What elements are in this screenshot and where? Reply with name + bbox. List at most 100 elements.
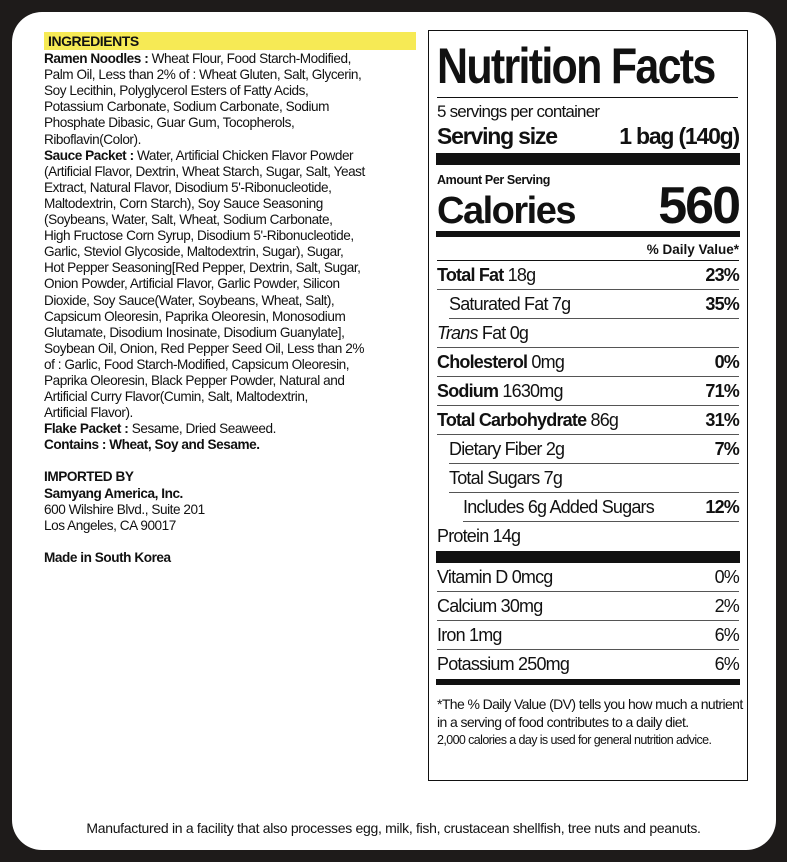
- nutrient-label: Dietary Fiber 2g: [449, 438, 565, 459]
- nutrient-amount: 0mg: [527, 351, 565, 372]
- ingredient-line: Glutamate, Disodium Inosinate, Disodium …: [44, 325, 416, 341]
- nutrition-facts-panel: Nutrition Facts 5 servings per container…: [428, 30, 748, 781]
- vitamin-row: Vitamin D 0mcg 0%: [437, 563, 740, 592]
- country-of-origin: Made in South Korea: [44, 549, 171, 565]
- ingredient-line-text: (Soybeans, Water, Salt, Wheat, Sodium Ca…: [44, 212, 333, 228]
- sauce-label: Sauce Packet :: [44, 147, 134, 163]
- nutrient-row: Saturated Fat 7g 35%: [449, 290, 740, 319]
- ingredient-line-text: Phosphate Dibasic, Guar Gum, Tocopherols…: [44, 115, 295, 131]
- vitamin-row: Potassium 250mg 6%: [437, 650, 740, 679]
- nutrient-daily-value: 35%: [705, 293, 739, 314]
- ingredient-line: Capsicum Oleoresin, Paprika Oleoresin, M…: [44, 309, 416, 325]
- address-line-2: Los Angeles, CA 90017: [44, 517, 176, 533]
- nutrient-daily-value: 31%: [705, 409, 739, 430]
- vitamin-daily-value: 0%: [714, 566, 740, 587]
- ingredient-line: Dioxide, Soy Sauce(Water, Soybeans, Whea…: [44, 293, 416, 309]
- ingredient-line: Artificial Curry Flavor(Cumin, Salt, Mal…: [44, 389, 416, 405]
- servings-per-container: 5 servings per container: [437, 102, 600, 121]
- ingredient-line: Phosphate Dibasic, Guar Gum, Tocopherols…: [44, 115, 416, 131]
- footnote-line: 2,000 calories a day is used for general…: [437, 733, 712, 747]
- ingredient-line-text: Paprika Oleoresin, Black Pepper Powder, …: [44, 372, 345, 388]
- vitamin-daily-value: 6%: [714, 624, 740, 645]
- sauce-packet-ingredients: Sauce Packet : Water, Artificial Chicken…: [44, 148, 416, 422]
- nutrient-amount: 14g: [488, 526, 521, 546]
- ingredient-line-text: Potassium Carbonate, Sodium Carbonate, S…: [44, 99, 330, 115]
- nutrient-label: Total Sugars 7g: [449, 467, 563, 488]
- divider-medium: [436, 679, 740, 685]
- ingredient-line-text: (Artificial Flavor, Dextrin, Wheat Starc…: [44, 163, 365, 179]
- vitamin-daily-value: 6%: [714, 654, 740, 674]
- nutrient-name: Trans Fat 0g: [437, 323, 529, 344]
- nutrient-row: Total Carbohydrate 86g 31%: [437, 406, 740, 435]
- nutrient-name: Saturated Fat 7g: [449, 293, 571, 315]
- vitamin-daily-value: 2%: [714, 595, 740, 616]
- ingredient-line: Ramen Noodles : Wheat Flour, Food Starch…: [44, 51, 416, 67]
- ramen-label: Ramen Noodles :: [44, 51, 149, 67]
- ingredient-line-text: Riboflavin(Color).: [44, 131, 141, 147]
- ingredient-line-text: Artificial Flavor).: [44, 405, 133, 421]
- ingredient-line-text: Soybean Oil, Onion, Red Pepper Seed Oil,…: [44, 340, 364, 356]
- ingredient-line: High Fructose Corn Syrup, Disodium 5'-Ri…: [44, 228, 416, 244]
- nutrient-label: Protein: [437, 526, 489, 546]
- nutrient-label: Total Carbohydrate: [437, 409, 587, 430]
- ingredient-line-text: Maltodextrin, Corn Starch), Soy Sauce Se…: [44, 195, 323, 211]
- nutrient-row: Trans Fat 0g: [437, 319, 739, 348]
- nutrient-daily-value: 23%: [705, 264, 739, 285]
- ingredient-line: Soy Lecithin, Polyglycerol Esters of Fat…: [44, 83, 416, 99]
- nutrition-facts-title: Nutrition Facts: [437, 35, 738, 98]
- vitamin-row: Iron 1mg 6%: [437, 621, 740, 650]
- calories-value: 560: [658, 177, 741, 235]
- calories-label: Calories: [437, 190, 576, 232]
- ingredient-line-text: High Fructose Corn Syrup, Disodium 5'-Ri…: [44, 228, 354, 244]
- nutrient-label: Saturated Fat 7g: [449, 293, 571, 314]
- calories-row: Calories 560: [437, 177, 741, 235]
- nutrient-label: Includes 6g Added Sugars: [463, 496, 655, 517]
- nutrient-label: Cholesterol: [437, 351, 528, 372]
- flake-label: Flake Packet :: [44, 421, 129, 437]
- nutrient-row: Total Fat 18g 23%: [437, 261, 740, 290]
- amount-per-serving: Amount Per Serving: [437, 173, 550, 187]
- ingredient-line: Garlic, Steviol Glycoside, Maltodextrin,…: [44, 244, 416, 260]
- ingredient-line: (Artificial Flavor, Dextrin, Wheat Starc…: [44, 164, 416, 180]
- ingredient-line-text: Wheat Flour, Food Starch-Modified,: [148, 51, 352, 67]
- nutrient-row: Dietary Fiber 2g 7%: [449, 435, 740, 464]
- importer-info: IMPORTED BY Samyang America, Inc. 600 Wi…: [44, 469, 416, 533]
- footnote-line: *The % Daily Value (DV) tells you how mu…: [437, 696, 743, 712]
- label-panel: [12, 12, 776, 850]
- serving-size-label: Serving size: [437, 123, 558, 149]
- divider-medium: [436, 231, 740, 237]
- ingredients-heading: INGREDIENTS: [44, 32, 416, 51]
- company-name: Samyang America, Inc.: [44, 485, 183, 501]
- ingredient-line: of : Garlic, Food Starch-Modified, Capsi…: [44, 357, 416, 373]
- ingredient-line: Riboflavin(Color).: [44, 132, 416, 148]
- ramen-noodles-ingredients: Ramen Noodles : Wheat Flour, Food Starch…: [44, 51, 416, 148]
- nutrient-row: Sodium 1630mg 71%: [437, 377, 740, 406]
- nutrient-name: Total Carbohydrate 86g: [437, 409, 619, 431]
- ingredient-line: Sauce Packet : Water, Artificial Chicken…: [44, 148, 416, 164]
- vitamin-label: Calcium 30mg: [437, 595, 543, 616]
- ingredient-line: Artificial Flavor).: [44, 405, 416, 421]
- nutrient-row: Total Sugars 7g: [449, 464, 739, 493]
- nutrient-name: Includes 6g Added Sugars: [463, 496, 655, 518]
- ingredient-line-text: Soy Lecithin, Polyglycerol Esters of Fat…: [44, 83, 309, 99]
- ingredients-section: INGREDIENTS Ramen Noodles : Wheat Flour,…: [44, 32, 416, 566]
- serving-size: Serving size 1 bag (140g): [437, 122, 740, 150]
- nutrient-amount: 18g: [503, 264, 536, 285]
- ingredient-line-text: Garlic, Steviol Glycoside, Maltodextrin,…: [44, 244, 344, 260]
- ingredient-line-text: Dioxide, Soy Sauce(Water, Soybeans, Whea…: [44, 292, 335, 308]
- nutrient-name: Sodium 1630mg: [437, 381, 563, 402]
- ingredient-line-text: Water, Artificial Chicken Flavor Powder: [133, 147, 354, 163]
- nutrient-amount: 1630mg: [498, 380, 563, 401]
- nutrient-name: Cholesterol 0mg: [437, 351, 565, 373]
- ingredient-line: Hot Pepper Seasoning[Red Pepper, Dextrin…: [44, 260, 416, 276]
- nutrient-row: Cholesterol 0mg 0%: [437, 348, 740, 377]
- daily-value-header: % Daily Value*: [437, 237, 739, 261]
- ingredient-line: Palm Oil, Less than 2% of : Wheat Gluten…: [44, 67, 416, 83]
- contains-text: Contains : Wheat, Soy and Sesame.: [44, 437, 260, 453]
- ingredient-line: Maltodextrin, Corn Starch), Soy Sauce Se…: [44, 196, 416, 212]
- ingredient-line-text: Palm Oil, Less than 2% of : Wheat Gluten…: [44, 67, 362, 83]
- nutrient-daily-value: 71%: [705, 380, 739, 401]
- divider-thick: [436, 551, 740, 563]
- vitamin-label: Iron 1mg: [437, 624, 502, 645]
- vitamin-row: Calcium 30mg 2%: [437, 592, 740, 621]
